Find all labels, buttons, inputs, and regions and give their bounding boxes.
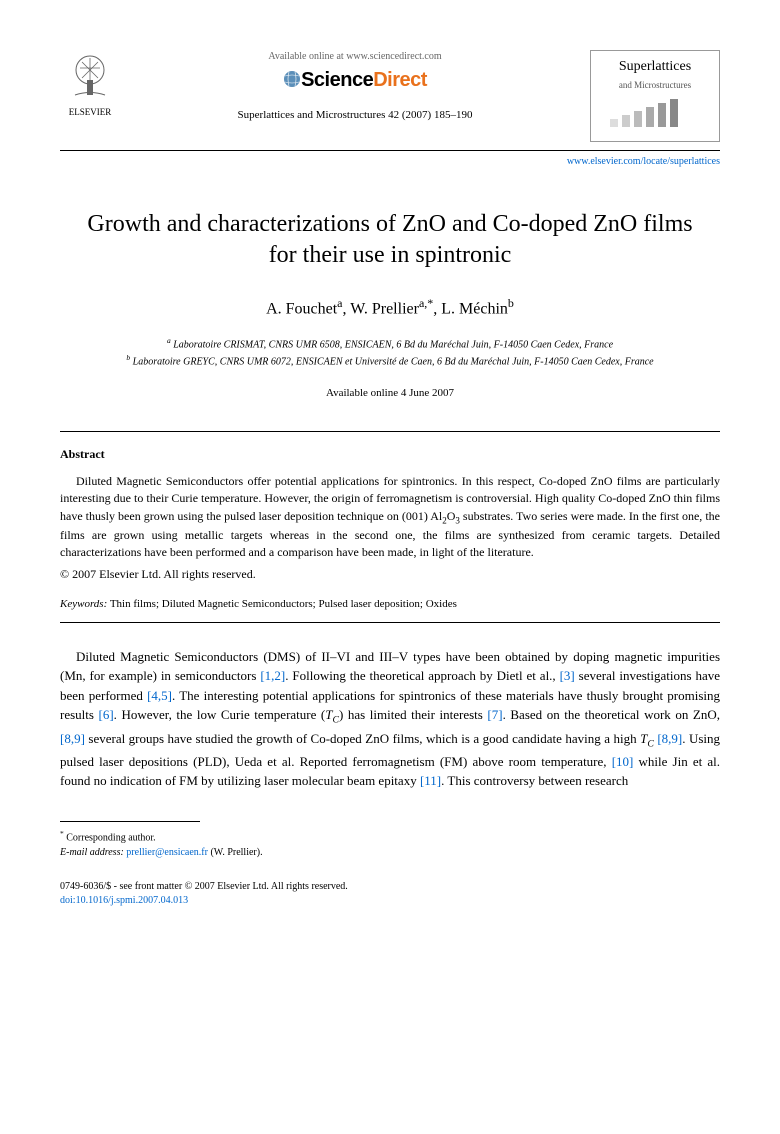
- journal-reference: Superlattices and Microstructures 42 (20…: [120, 108, 590, 123]
- journal-cover-subtitle: and Microstructures: [595, 79, 715, 92]
- doi-link[interactable]: doi:10.1016/j.spmi.2007.04.013: [60, 895, 188, 906]
- journal-url-link[interactable]: www.elsevier.com/locate/superlattices: [60, 155, 720, 169]
- ref-link[interactable]: [4,5]: [147, 688, 172, 703]
- authors-line: A. Foucheta, W. Prelliera,*, L. Méchinb: [60, 295, 720, 321]
- affiliation-a: a Laboratoire CRISMAT, CNRS UMR 6508, EN…: [100, 335, 680, 352]
- ref-link[interactable]: [8,9]: [657, 731, 682, 746]
- affiliation-b: b Laboratoire GREYC, CNRS UMR 6072, ENSI…: [100, 352, 680, 369]
- ref-link[interactable]: [8,9]: [60, 731, 85, 746]
- email-line: E-mail address: prellier@ensicaen.fr (W.…: [60, 845, 720, 860]
- abstract-text: Diluted Magnetic Semiconductors offer po…: [60, 473, 720, 562]
- available-online-text: Available online at www.sciencedirect.co…: [120, 50, 590, 64]
- footnote-rule: [60, 821, 200, 822]
- body-paragraph: Diluted Magnetic Semiconductors (DMS) of…: [60, 647, 720, 791]
- header-bar: ELSEVIER Available online at www.science…: [60, 50, 720, 151]
- keywords-line: Keywords: Thin films; Diluted Magnetic S…: [60, 597, 720, 612]
- sd-suffix: Direct: [373, 69, 427, 91]
- footer-block: 0749-6036/$ - see front matter © 2007 El…: [60, 880, 720, 908]
- ref-link[interactable]: [11]: [420, 773, 441, 788]
- ref-link[interactable]: [3]: [560, 668, 575, 683]
- abstract-bottom-rule: [60, 622, 720, 623]
- keywords-label: Keywords:: [60, 598, 107, 610]
- email-link[interactable]: prellier@ensicaen.fr: [126, 847, 208, 858]
- article-title: Growth and characterizations of ZnO and …: [60, 209, 720, 271]
- ref-link[interactable]: [6]: [99, 707, 114, 722]
- email-name: (W. Prellier).: [210, 847, 262, 858]
- sciencedirect-logo: ScienceDirect: [120, 66, 590, 94]
- footnote-block: * Corresponding author. E-mail address: …: [60, 828, 720, 860]
- journal-cover-title: Superlattices: [595, 57, 715, 77]
- keywords-text: Thin films; Diluted Magnetic Semiconduct…: [107, 598, 457, 610]
- abstract-heading: Abstract: [60, 446, 720, 463]
- elsevier-logo: ELSEVIER: [60, 50, 120, 118]
- affiliations-block: a Laboratoire CRISMAT, CNRS UMR 6508, EN…: [60, 335, 720, 370]
- sd-ball-icon: [283, 70, 301, 88]
- abstract-top-rule: [60, 431, 720, 432]
- sciencedirect-block: Available online at www.sciencedirect.co…: [120, 50, 590, 123]
- ref-link[interactable]: [1,2]: [260, 668, 285, 683]
- corresponding-author-note: * Corresponding author.: [60, 828, 720, 845]
- journal-cover-box: Superlattices and Microstructures: [590, 50, 720, 142]
- abstract-copyright: © 2007 Elsevier Ltd. All rights reserved…: [60, 566, 720, 583]
- journal-cover-graphic-icon: [600, 91, 710, 131]
- elsevier-label: ELSEVIER: [60, 106, 120, 119]
- ref-link[interactable]: [10]: [612, 754, 634, 769]
- email-label: E-mail address:: [60, 847, 124, 858]
- elsevier-tree-icon: [65, 50, 115, 100]
- doi-line: doi:10.1016/j.spmi.2007.04.013: [60, 894, 720, 908]
- ref-link[interactable]: [7]: [487, 707, 502, 722]
- available-date: Available online 4 June 2007: [60, 386, 720, 401]
- issn-line: 0749-6036/$ - see front matter © 2007 El…: [60, 880, 720, 894]
- sd-prefix: Science: [301, 69, 373, 91]
